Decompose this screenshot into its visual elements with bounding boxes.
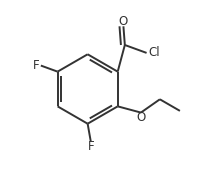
Text: O: O [136, 111, 146, 124]
Text: O: O [119, 15, 128, 28]
Text: F: F [88, 140, 94, 153]
Text: Cl: Cl [148, 46, 160, 59]
Text: F: F [32, 59, 39, 72]
